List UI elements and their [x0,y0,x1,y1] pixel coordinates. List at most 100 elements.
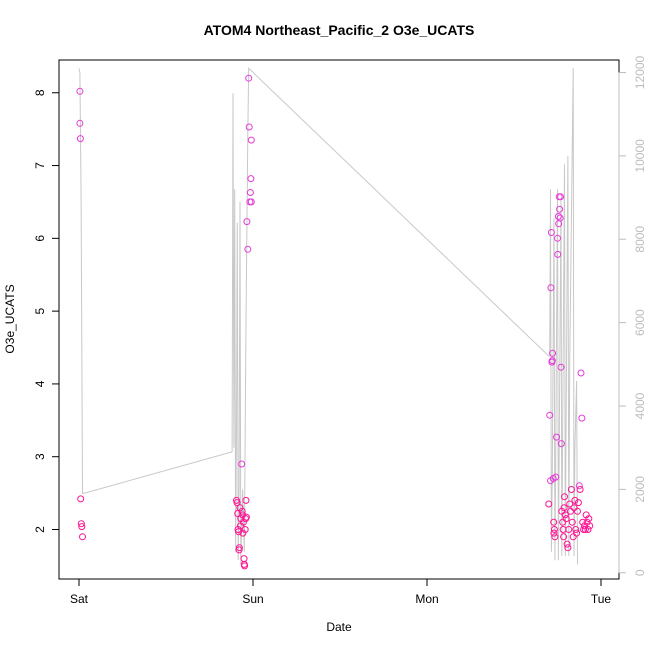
data-point [245,123,253,131]
data-point [576,486,584,493]
chart-title: ATOM4 Northeast_Pacific_2 O3e_UCATS [204,22,475,38]
data-point [563,540,571,548]
data-point [556,205,564,213]
data-point [552,473,560,481]
y2-tick-label: 0 [633,569,647,576]
data-point [240,555,248,563]
data-point [574,507,581,515]
data-point [245,74,253,82]
data-point [561,493,568,501]
data-point [233,499,241,507]
data-point [567,507,574,515]
data-point [573,529,581,537]
data-point [548,357,556,365]
data-point [246,189,254,196]
y-tick-label: 4 [33,380,47,387]
data-point [244,245,252,253]
altitude-line [78,67,578,565]
data-point [239,529,247,537]
data-point [558,507,566,515]
data-point [569,533,577,541]
data-point [560,504,568,512]
data-point [556,214,564,222]
y-tick-label: 6 [33,235,47,242]
data-point [236,504,244,512]
data-point [247,175,255,183]
data-point [566,500,574,508]
data-point [554,234,561,242]
y2-tick-label: 2000 [633,476,647,503]
data-point [76,135,84,143]
data-point [579,518,587,526]
x-tick-label: Sat [70,592,89,606]
data-point [550,518,558,526]
data-point [560,533,568,541]
y2-axis: 0 2000 4000 6000 8000 10000 12000 [618,55,647,576]
y-tick-label: 8 [33,89,47,96]
x-tick-label: Sun [242,592,263,606]
data-point [559,518,567,526]
data-point [243,218,251,226]
data-point [577,369,585,377]
data-point [567,486,575,493]
x-tick-label: Tue [591,592,612,606]
data-point [581,526,589,533]
data-point [235,544,243,552]
data-point [547,229,555,236]
plot-frame [58,59,620,580]
y-tick-label: 3 [33,453,47,460]
data-point [238,460,246,468]
data-point [550,529,558,537]
data-point [77,495,85,503]
data-point [550,526,558,533]
y-tick-label: 2 [33,526,47,533]
y2-tick-label: 8000 [633,226,647,253]
y2-tick-label: 10000 [633,139,647,173]
data-point [584,526,592,533]
data-point [553,433,561,441]
ozone-points [76,74,594,570]
y-axis: 2 3 4 5 6 7 8 [33,89,60,533]
y2-tick-label: 12000 [633,55,647,89]
data-point [570,504,578,512]
data-point [242,513,250,521]
data-point [557,440,565,448]
y2-tick-label: 6000 [633,309,647,336]
data-point [557,363,565,371]
data-point [554,250,562,258]
data-point [239,518,247,526]
data-point [79,533,86,541]
x-tick-label: Mon [415,592,438,606]
data-point [549,349,557,357]
data-point [565,526,573,533]
data-point [247,198,255,206]
data-point [571,496,579,504]
data-point [572,526,580,533]
data-point [78,523,86,531]
x-axis: Sat Sun Mon Tue [70,578,612,606]
data-point [557,193,565,201]
data-point [578,414,586,422]
data-point [586,522,594,530]
data-point [562,515,570,523]
x-axis-label: Date [326,620,352,634]
data-point [574,499,582,507]
data-point [568,518,576,526]
data-point [585,515,593,523]
data-point [564,544,572,552]
data-point [241,562,249,570]
data-point [575,482,583,490]
data-point [242,496,250,504]
y-tick-label: 5 [33,307,47,314]
y-tick-label: 7 [33,162,47,169]
y2-tick-label: 4000 [633,392,647,419]
y-axis-label: O3e_UCATS [3,284,17,353]
data-point [76,87,84,95]
data-point [545,500,553,508]
data-point [551,533,559,541]
data-point [561,511,569,519]
data-point [77,520,85,528]
data-point [546,411,554,419]
data-point [547,284,555,292]
